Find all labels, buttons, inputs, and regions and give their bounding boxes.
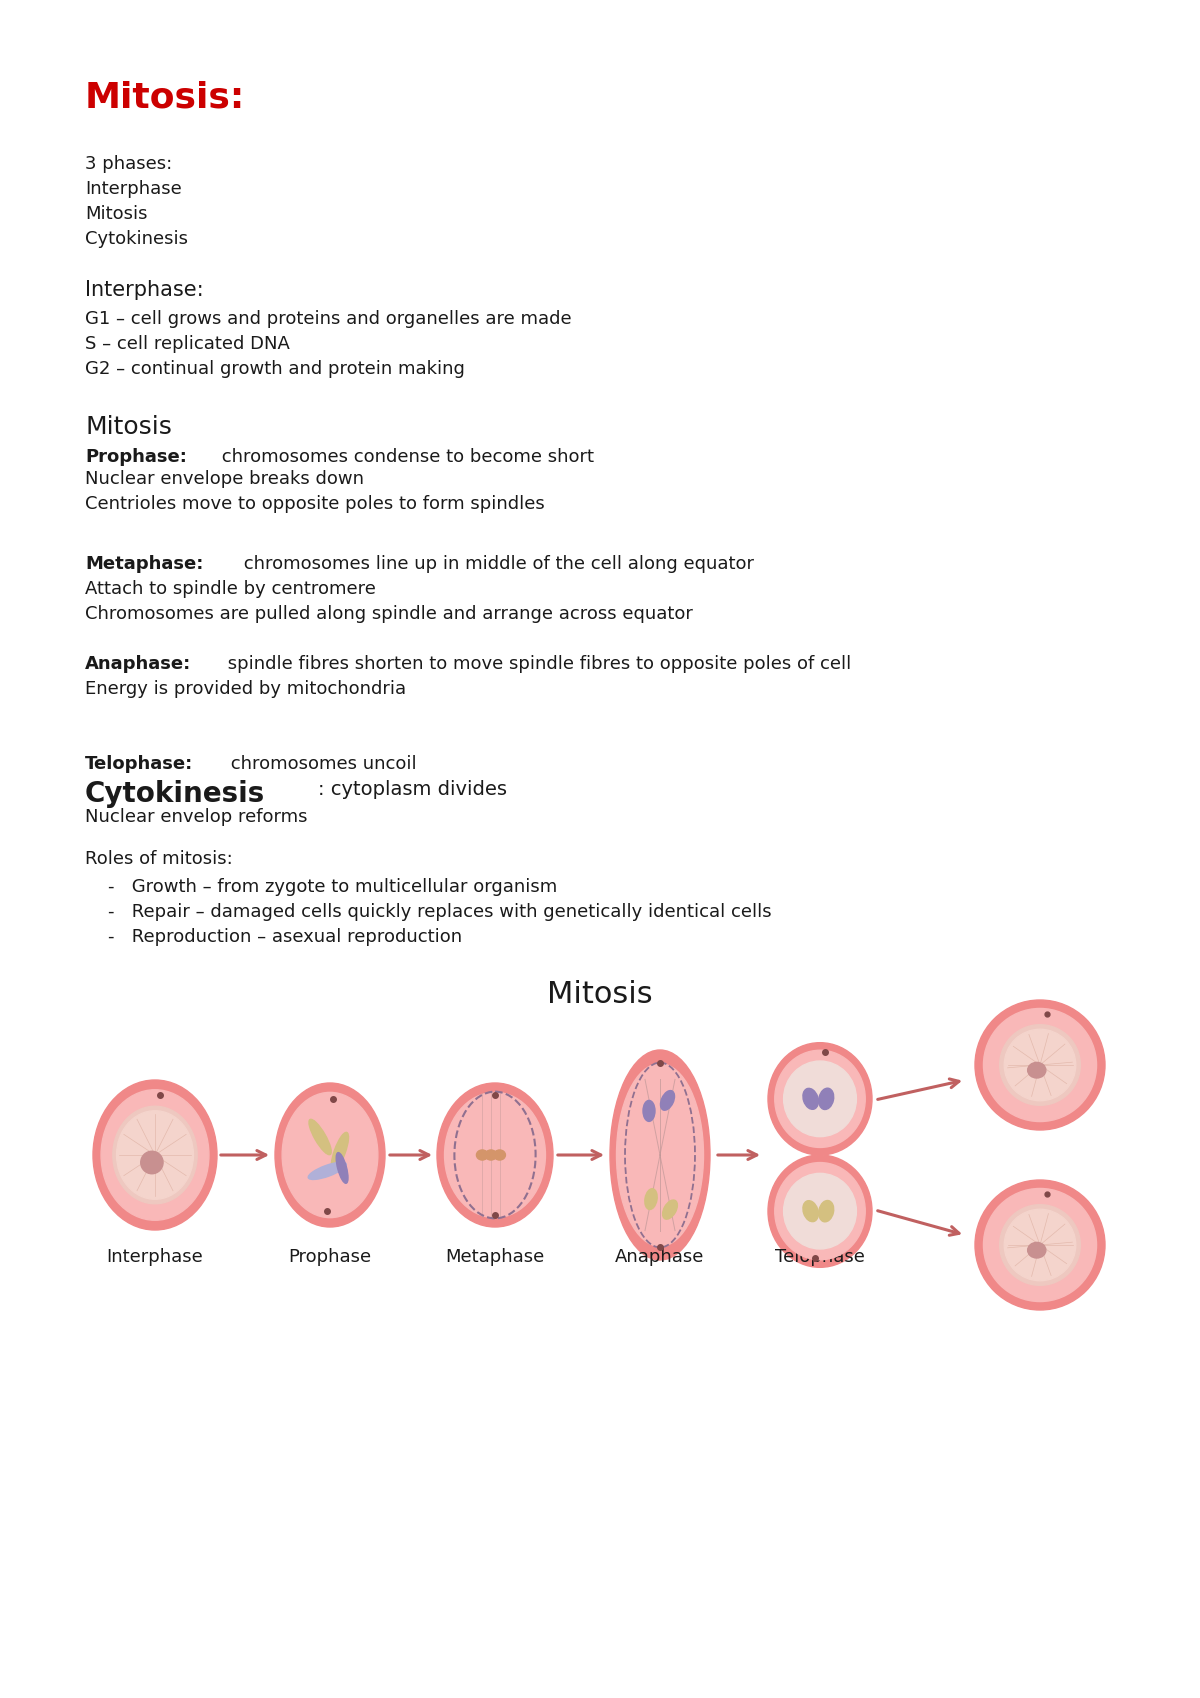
Ellipse shape: [1000, 1024, 1080, 1105]
Ellipse shape: [1027, 1243, 1046, 1258]
Text: Anaphase:: Anaphase:: [85, 655, 191, 672]
Ellipse shape: [140, 1151, 163, 1173]
Ellipse shape: [660, 1090, 674, 1110]
Text: : cytoplasm divides: : cytoplasm divides: [318, 779, 506, 800]
Ellipse shape: [662, 1200, 677, 1219]
Ellipse shape: [784, 1061, 857, 1136]
Text: chromosomes uncoil: chromosomes uncoil: [224, 756, 416, 773]
Text: Anaphase: Anaphase: [616, 1248, 704, 1267]
Ellipse shape: [437, 1083, 553, 1228]
Text: Metaphase: Metaphase: [445, 1248, 545, 1267]
Ellipse shape: [644, 1189, 658, 1209]
Text: 3 phases:
Interphase
Mitosis
Cytokinesis: 3 phases: Interphase Mitosis Cytokinesis: [85, 155, 188, 248]
Ellipse shape: [101, 1090, 209, 1221]
Ellipse shape: [784, 1173, 857, 1250]
Ellipse shape: [476, 1150, 488, 1160]
Text: Prophase: Prophase: [288, 1248, 372, 1267]
Text: Metaphase:: Metaphase:: [85, 555, 203, 572]
Text: chromosomes line up in middle of the cell along equator: chromosomes line up in middle of the cel…: [238, 555, 754, 572]
Ellipse shape: [94, 1080, 217, 1229]
Ellipse shape: [610, 1049, 710, 1260]
Ellipse shape: [116, 1110, 193, 1199]
Text: Nuclear envelope breaks down
Centrioles move to opposite poles to form spindles: Nuclear envelope breaks down Centrioles …: [85, 470, 545, 513]
Ellipse shape: [775, 1163, 865, 1260]
Ellipse shape: [974, 1180, 1105, 1309]
Ellipse shape: [1004, 1029, 1075, 1100]
Text: Attach to spindle by centromere
Chromosomes are pulled along spindle and arrange: Attach to spindle by centromere Chromoso…: [85, 581, 692, 623]
Ellipse shape: [818, 1200, 834, 1223]
Text: Interphase:: Interphase:: [85, 280, 204, 301]
Ellipse shape: [282, 1092, 378, 1217]
Ellipse shape: [275, 1083, 385, 1228]
Text: chromosomes condense to become short: chromosomes condense to become short: [216, 448, 594, 465]
Text: Mitosis:: Mitosis:: [85, 80, 245, 114]
Ellipse shape: [984, 1009, 1097, 1122]
Text: Mitosis: Mitosis: [547, 980, 653, 1009]
Text: Interphase: Interphase: [107, 1248, 203, 1267]
Ellipse shape: [1027, 1063, 1046, 1078]
Text: Nuclear envelop reforms: Nuclear envelop reforms: [85, 808, 307, 825]
Ellipse shape: [775, 1051, 865, 1148]
Text: Energy is provided by mitochondria: Energy is provided by mitochondria: [85, 679, 406, 698]
Text: Mitosis: Mitosis: [85, 414, 172, 440]
Ellipse shape: [818, 1088, 834, 1109]
Ellipse shape: [974, 1000, 1105, 1129]
Text: Telophase: Telophase: [775, 1248, 865, 1267]
Text: Prophase:: Prophase:: [85, 448, 187, 465]
Ellipse shape: [494, 1150, 505, 1160]
Ellipse shape: [336, 1153, 348, 1184]
Text: -   Growth – from zygote to multicellular organism
    -   Repair – damaged cell: - Growth – from zygote to multicellular …: [85, 878, 772, 946]
Ellipse shape: [308, 1119, 331, 1155]
Ellipse shape: [308, 1161, 347, 1180]
Text: Telophase:: Telophase:: [85, 756, 193, 773]
Ellipse shape: [113, 1107, 197, 1204]
Text: G1 – cell grows and proteins and organelles are made
S – cell replicated DNA
G2 : G1 – cell grows and proteins and organel…: [85, 311, 571, 379]
Ellipse shape: [444, 1092, 546, 1217]
Ellipse shape: [1000, 1204, 1080, 1285]
Ellipse shape: [768, 1155, 872, 1267]
Ellipse shape: [768, 1043, 872, 1155]
Ellipse shape: [331, 1133, 348, 1170]
Ellipse shape: [643, 1100, 655, 1121]
Text: Roles of mitosis:: Roles of mitosis:: [85, 851, 233, 868]
Text: Cytokinesis: Cytokinesis: [85, 779, 265, 808]
Ellipse shape: [617, 1063, 703, 1246]
Ellipse shape: [1004, 1209, 1075, 1280]
Ellipse shape: [803, 1200, 818, 1221]
Text: spindle fibres shorten to move spindle fibres to opposite poles of cell: spindle fibres shorten to move spindle f…: [222, 655, 851, 672]
Ellipse shape: [984, 1189, 1097, 1302]
Ellipse shape: [803, 1088, 818, 1109]
Ellipse shape: [485, 1150, 497, 1160]
